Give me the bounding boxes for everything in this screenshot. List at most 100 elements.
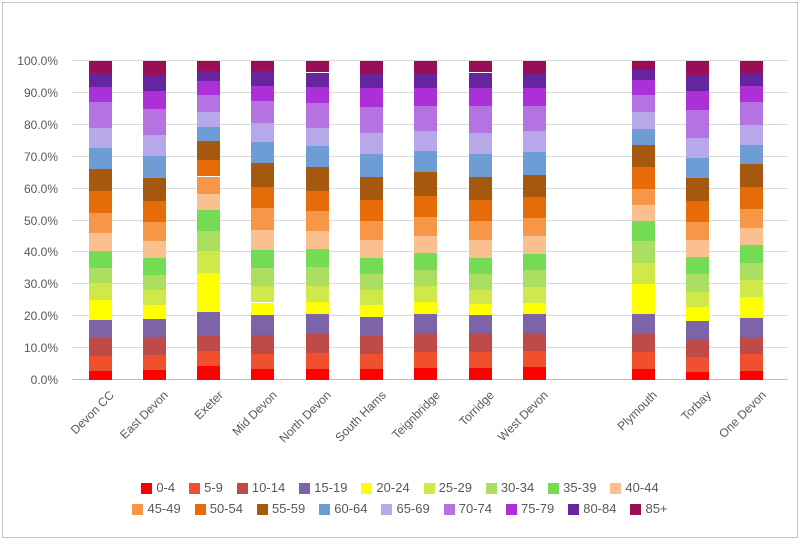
bar-segment-20-24 xyxy=(522,302,546,314)
bar-segment-30-34 xyxy=(251,268,275,286)
bar-segment-75-79 xyxy=(414,88,438,106)
bar-segment-70-74 xyxy=(360,106,383,134)
bar-segment-15-19 xyxy=(685,321,709,340)
bar-segment-0-4 xyxy=(740,370,764,380)
legend-item-5-9: 5-9 xyxy=(189,481,223,495)
bar-segment-5-9 xyxy=(197,351,221,367)
bar-segment-35-39 xyxy=(142,258,166,275)
bar-segment-0-4 xyxy=(360,368,383,380)
bar-segment-25-29 xyxy=(197,251,221,274)
bar-segment-35-39 xyxy=(631,220,655,241)
bar-segment-65-69 xyxy=(631,112,655,129)
bar-segment-20-24 xyxy=(414,301,438,315)
bar-mid-devon xyxy=(251,61,275,380)
bar-segment-40-44 xyxy=(685,239,709,258)
bar-torridge xyxy=(468,61,492,380)
bar-segment-0-4 xyxy=(251,369,275,380)
legend-item-60-64: 60-64 xyxy=(319,502,367,516)
bar-segment-20-24 xyxy=(88,300,112,321)
bar-segment-40-44 xyxy=(522,236,546,255)
bar-segment-85+ xyxy=(631,61,655,70)
bar-segment-60-64 xyxy=(251,141,275,164)
bar-segment-5-9 xyxy=(468,351,492,368)
bar-segment-80-84 xyxy=(468,72,492,88)
bar-segment-70-74 xyxy=(88,102,112,128)
bar-segment-15-19 xyxy=(740,318,764,337)
bar-segment-70-74 xyxy=(414,106,438,132)
legend-label: 30-34 xyxy=(500,480,535,495)
legend-swatch-50-54 xyxy=(194,503,206,515)
bar-segment-55-59 xyxy=(414,172,438,196)
bar-segment-35-39 xyxy=(251,249,275,269)
bar-segment-75-79 xyxy=(142,91,166,109)
bar-segment-5-9 xyxy=(360,353,383,369)
y-axis-label: 80.0% xyxy=(23,117,58,132)
bar-segment-25-29 xyxy=(468,289,492,304)
bar-segment-30-34 xyxy=(685,274,709,292)
legend-label: 65-69 xyxy=(396,501,430,516)
bar-segment-80-84 xyxy=(360,73,383,89)
legend-label: 10-14 xyxy=(251,480,286,495)
bar-segment-45-49 xyxy=(522,217,546,237)
legend-swatch-55-59 xyxy=(256,503,268,515)
bar-segment-0-4 xyxy=(305,368,329,380)
bar-segment-25-29 xyxy=(685,291,709,307)
bar-segment-70-74 xyxy=(305,102,329,128)
bar-segment-50-54 xyxy=(414,195,438,217)
bar-segment-30-34 xyxy=(468,274,492,290)
bar-segment-60-64 xyxy=(468,154,492,177)
legend-swatch-0-4 xyxy=(141,482,153,494)
bar-segment-55-59 xyxy=(305,166,329,191)
y-axis-label: 70.0% xyxy=(23,149,58,164)
bar-segment-50-54 xyxy=(631,167,655,189)
legend-item-25-29: 25-29 xyxy=(423,481,472,495)
bar-segment-30-34 xyxy=(360,274,383,291)
bar-devon-cc xyxy=(88,61,112,380)
legend-item-15-19: 15-19 xyxy=(299,481,347,495)
bar-segment-45-49 xyxy=(685,221,709,240)
bar-segment-75-79 xyxy=(522,88,546,106)
bar-segment-35-39 xyxy=(468,257,492,275)
legend-swatch-10-14 xyxy=(236,482,248,494)
bar-segment-50-54 xyxy=(251,186,275,209)
bar-segment-60-64 xyxy=(685,157,709,179)
legend-item-10-14: 10-14 xyxy=(236,480,286,495)
bar-segment-35-39 xyxy=(88,251,112,269)
legend-swatch-70-74 xyxy=(443,503,455,515)
bar-segment-85+ xyxy=(522,61,546,75)
bar-segment-70-74 xyxy=(251,101,275,124)
bar-teignbridge xyxy=(414,61,438,380)
y-axis-label: 50.0% xyxy=(23,213,58,228)
legend-swatch-25-29 xyxy=(423,482,435,494)
bar-segment-45-49 xyxy=(468,221,492,240)
bar-segment-0-4 xyxy=(414,367,438,380)
bar-segment-70-74 xyxy=(197,94,221,112)
bar-segment-15-19 xyxy=(305,314,329,335)
bar-segment-75-79 xyxy=(740,85,764,102)
bar-segment-45-49 xyxy=(740,209,764,228)
bar-segment-65-69 xyxy=(142,135,166,157)
bar-segment-40-44 xyxy=(468,239,492,258)
bar-segment-75-79 xyxy=(360,88,383,107)
bar-segment-50-54 xyxy=(740,187,764,210)
bar-segment-25-29 xyxy=(414,286,438,302)
bar-segment-15-19 xyxy=(251,314,275,336)
bar-segment-40-44 xyxy=(360,240,383,259)
bar-segment-35-39 xyxy=(305,249,329,268)
bar-segment-80-84 xyxy=(631,69,655,81)
bar-segment-80-84 xyxy=(142,75,166,91)
bar-segment-40-44 xyxy=(251,230,275,250)
bar-segment-40-44 xyxy=(88,233,112,252)
bar-segment-25-29 xyxy=(142,290,166,306)
bar-segment-40-44 xyxy=(305,231,329,250)
legend-label: 0-4 xyxy=(156,480,176,495)
legend-item-55-59: 55-59 xyxy=(256,502,305,516)
bar-segment-80-84 xyxy=(685,75,709,92)
bar-segment-50-54 xyxy=(88,191,112,213)
bar-segment-10-14 xyxy=(360,335,383,354)
bar-segment-0-4 xyxy=(142,370,166,380)
legend-row: 45-49 50-54 55-59 60-64 65-69 70-74 75-79 80-84… xyxy=(0,502,800,516)
bar-segment-0-4 xyxy=(631,369,655,380)
bar-segment-50-54 xyxy=(360,200,383,221)
